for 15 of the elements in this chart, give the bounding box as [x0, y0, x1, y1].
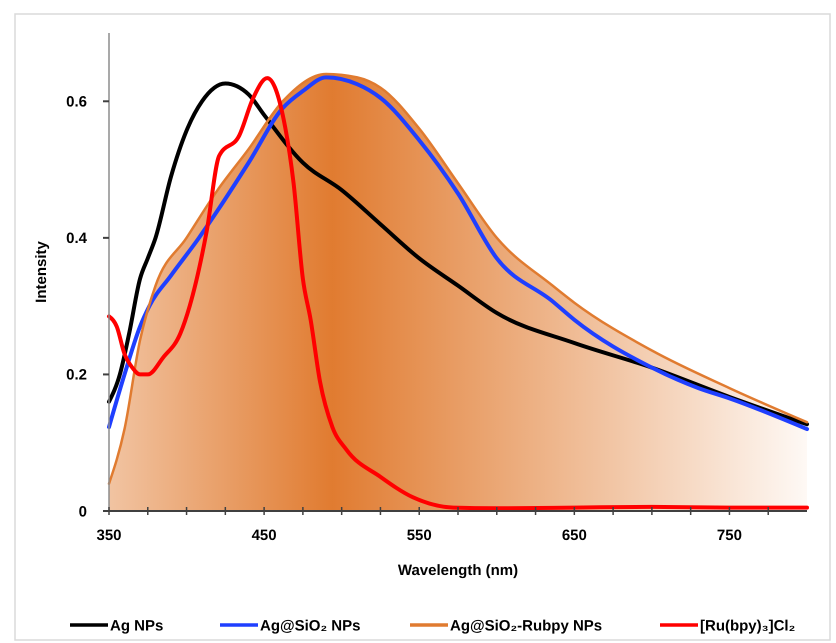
legend-label: Ag@SiO₂ NPs	[260, 617, 360, 634]
y-tick-label: 0.2	[66, 366, 87, 384]
x-tick-label: 650	[562, 527, 587, 544]
x-tick-label: 350	[96, 527, 122, 544]
x-tick-label: 450	[252, 527, 277, 544]
x-tick-label: 550	[406, 527, 432, 544]
x-tick-label: 750	[716, 527, 742, 544]
legend-label: Ag NPs	[110, 617, 164, 634]
y-tick-label: 0.4	[66, 230, 88, 248]
x-axis-title: Wavelength (nm)	[398, 562, 518, 579]
y-tick-label: 0	[78, 503, 87, 520]
y-axis-title: Intensity	[33, 240, 50, 303]
legend-label: Ag@SiO₂-Rubpy NPs	[450, 617, 602, 634]
legend-label: [Ru(bpy)₃]Cl₂	[700, 617, 796, 634]
y-tick-label: 0.6	[66, 94, 87, 111]
